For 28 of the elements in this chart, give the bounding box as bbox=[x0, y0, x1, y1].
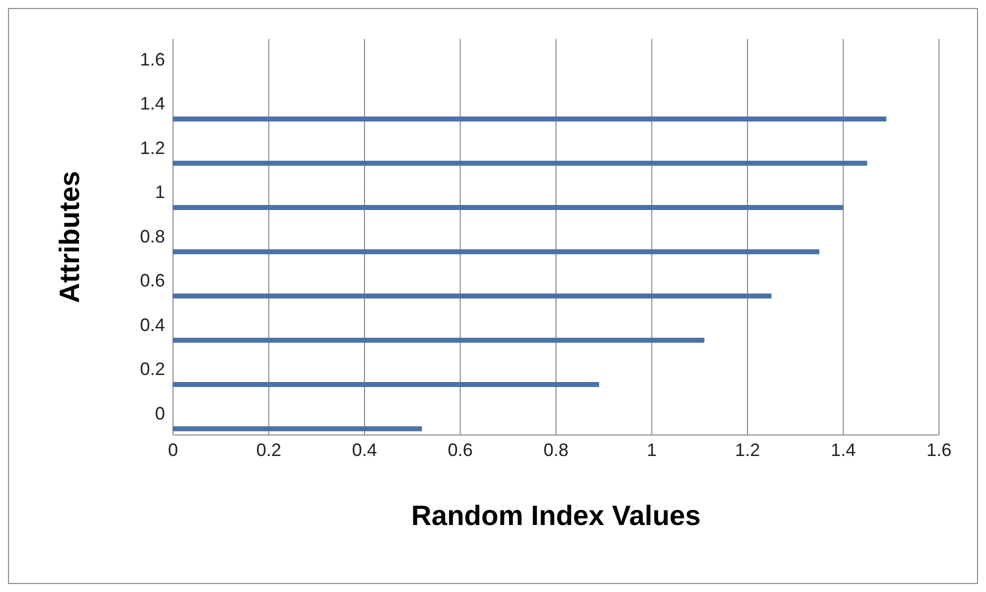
x-tick-label: 0.4 bbox=[352, 440, 378, 460]
bar bbox=[173, 249, 820, 254]
x-axis-title: Random Index Values bbox=[411, 500, 701, 531]
bar bbox=[173, 426, 422, 432]
bar bbox=[173, 160, 868, 166]
x-tick-label: 0.2 bbox=[256, 440, 282, 460]
x-tick-label: 0.6 bbox=[448, 440, 473, 460]
bar bbox=[173, 205, 844, 210]
y-axis-title: Attributes bbox=[54, 170, 85, 304]
bar bbox=[173, 116, 886, 122]
x-tick-label: 1.4 bbox=[830, 440, 856, 460]
y-tick-label: 0.8 bbox=[140, 226, 165, 246]
y-tick-label: 1.4 bbox=[140, 94, 165, 114]
y-tick-label: 0.2 bbox=[140, 359, 165, 380]
x-tick-label: 1.6 bbox=[926, 440, 952, 460]
x-tick-label: 1 bbox=[646, 440, 657, 460]
y-tick-label: 1.6 bbox=[140, 49, 165, 70]
y-tick-label: 1.2 bbox=[140, 138, 165, 158]
y-tick-label: 0 bbox=[154, 403, 165, 424]
bar bbox=[173, 294, 772, 299]
y-tick-label: 1 bbox=[154, 182, 165, 202]
bar bbox=[173, 382, 600, 387]
y-tick-label: 0.6 bbox=[140, 270, 165, 291]
y-tick-label: 0.4 bbox=[140, 314, 165, 335]
x-tick-label: 0.8 bbox=[543, 440, 569, 460]
x-tick-label: 0 bbox=[168, 440, 178, 460]
bar bbox=[173, 338, 704, 343]
x-tick-label: 1.2 bbox=[734, 440, 760, 460]
